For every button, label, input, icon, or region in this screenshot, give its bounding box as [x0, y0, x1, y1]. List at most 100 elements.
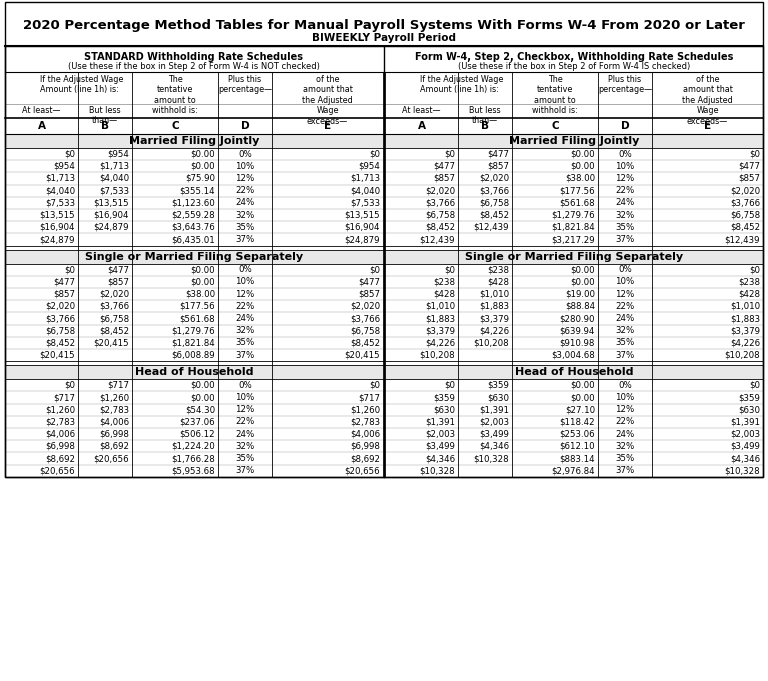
Text: $2,020: $2,020 [45, 302, 75, 311]
Text: $2,020: $2,020 [730, 186, 760, 195]
Text: $857: $857 [738, 174, 760, 183]
Text: The
tentative
amount to
withhold is:: The tentative amount to withhold is: [152, 75, 198, 115]
Text: $0: $0 [369, 150, 380, 159]
Text: 32%: 32% [235, 326, 255, 335]
Text: $2,020: $2,020 [479, 174, 509, 183]
Text: $910.98: $910.98 [560, 338, 595, 347]
Text: $1,391: $1,391 [425, 417, 455, 426]
Text: $88.84: $88.84 [565, 302, 595, 311]
Text: $20,656: $20,656 [94, 454, 129, 463]
Text: 37%: 37% [235, 466, 255, 475]
Text: 24%: 24% [235, 198, 255, 208]
Text: $1,260: $1,260 [99, 393, 129, 402]
Text: 12%: 12% [615, 174, 634, 183]
Text: 24%: 24% [615, 430, 634, 439]
Text: $0.00: $0.00 [571, 381, 595, 390]
Text: 12%: 12% [615, 289, 634, 298]
Text: 22%: 22% [235, 417, 255, 426]
Text: $0.00: $0.00 [190, 381, 215, 390]
Text: $16,904: $16,904 [94, 210, 129, 219]
Text: 10%: 10% [235, 277, 255, 287]
Text: 24%: 24% [235, 430, 255, 439]
Bar [385, 250, 763, 264]
Text: $2,783: $2,783 [99, 405, 129, 414]
Text: $0: $0 [444, 150, 455, 159]
Text: of the
amount that
the Adjusted
Wage
exceeds—: of the amount that the Adjusted Wage exc… [302, 75, 353, 125]
Text: $8,452: $8,452 [350, 338, 380, 347]
Text: $0: $0 [64, 265, 75, 274]
Text: $857: $857 [358, 289, 380, 298]
Text: 24%: 24% [235, 314, 255, 323]
Text: 12%: 12% [235, 289, 255, 298]
Text: $1,279.76: $1,279.76 [171, 326, 215, 335]
Text: $6,998: $6,998 [45, 442, 75, 451]
Text: $10,208: $10,208 [473, 338, 509, 347]
Text: 35%: 35% [615, 223, 634, 232]
Text: The
tentative
amount to
withhold is:: The tentative amount to withhold is: [532, 75, 578, 115]
Text: $717: $717 [107, 381, 129, 390]
Text: Single or Married Filing Separately: Single or Married Filing Separately [85, 251, 303, 262]
Text: $27.10: $27.10 [565, 405, 595, 414]
Text: $20,656: $20,656 [39, 466, 75, 475]
Text: Married Filing Jointly: Married Filing Jointly [509, 136, 639, 146]
Text: $1,391: $1,391 [730, 417, 760, 426]
Text: $38.00: $38.00 [565, 174, 595, 183]
Text: $506.12: $506.12 [180, 430, 215, 439]
Text: 0%: 0% [618, 265, 632, 274]
Text: 0%: 0% [618, 150, 632, 159]
Bar [5, 365, 383, 379]
Text: $1,713: $1,713 [45, 174, 75, 183]
Text: B: B [101, 121, 109, 131]
Text: $4,226: $4,226 [730, 338, 760, 347]
Text: $12,439: $12,439 [724, 235, 760, 244]
Text: $4,040: $4,040 [350, 186, 380, 195]
Text: $0.00: $0.00 [190, 150, 215, 159]
Text: $177.56: $177.56 [180, 302, 215, 311]
Text: 35%: 35% [235, 454, 255, 463]
Text: $477: $477 [487, 150, 509, 159]
Text: $477: $477 [433, 162, 455, 171]
Text: $2,783: $2,783 [350, 417, 380, 426]
Text: $3,766: $3,766 [425, 198, 455, 208]
Bar [5, 134, 383, 148]
Text: 10%: 10% [235, 393, 255, 402]
Text: $2,559.28: $2,559.28 [171, 210, 215, 219]
Text: If the Adjusted Wage
Amount (line 1h) is:: If the Adjusted Wage Amount (line 1h) is… [419, 75, 503, 95]
Text: $3,643.76: $3,643.76 [171, 223, 215, 232]
Text: $24,879: $24,879 [39, 235, 75, 244]
Text: $630: $630 [433, 405, 455, 414]
Text: $883.14: $883.14 [559, 454, 595, 463]
Text: $954: $954 [358, 162, 380, 171]
Text: $428: $428 [738, 289, 760, 298]
Text: $8,452: $8,452 [730, 223, 760, 232]
Text: $359: $359 [738, 393, 760, 402]
Text: $1,713: $1,713 [350, 174, 380, 183]
Text: $238: $238 [738, 277, 760, 287]
Text: $1,123.60: $1,123.60 [171, 198, 215, 208]
Text: $639.94: $639.94 [560, 326, 595, 335]
Text: $3,217.29: $3,217.29 [551, 235, 595, 244]
Text: $10,328: $10,328 [419, 466, 455, 475]
Text: 37%: 37% [235, 351, 255, 360]
Text: Plus this
percentage—: Plus this percentage— [598, 75, 652, 95]
Text: $0: $0 [369, 265, 380, 274]
Text: $3,766: $3,766 [730, 198, 760, 208]
Text: A: A [38, 121, 45, 131]
Text: $4,346: $4,346 [479, 442, 509, 451]
Text: 10%: 10% [615, 162, 634, 171]
Text: (Use these if the box in Step 2 of Form W-4 IS checked): (Use these if the box in Step 2 of Form … [458, 62, 690, 71]
Text: $1,821.84: $1,821.84 [171, 338, 215, 347]
Text: 35%: 35% [615, 454, 634, 463]
Text: 22%: 22% [615, 417, 634, 426]
Text: $857: $857 [53, 289, 75, 298]
Text: $1,883: $1,883 [425, 314, 455, 323]
Text: $6,758: $6,758 [350, 326, 380, 335]
Text: E: E [324, 121, 331, 131]
Text: $3,379: $3,379 [730, 326, 760, 335]
Text: B: B [481, 121, 489, 131]
Text: $0: $0 [444, 265, 455, 274]
Text: $2,020: $2,020 [99, 289, 129, 298]
Text: $477: $477 [53, 277, 75, 287]
Text: 24%: 24% [615, 198, 634, 208]
Text: $118.42: $118.42 [559, 417, 595, 426]
